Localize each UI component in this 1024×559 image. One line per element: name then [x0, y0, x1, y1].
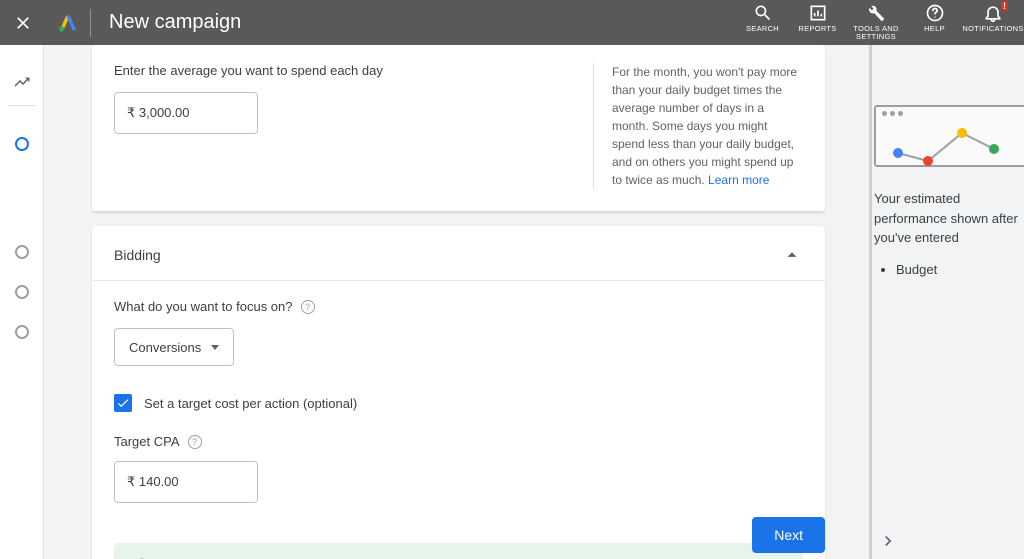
reports-menu[interactable]: REPORTS — [790, 0, 845, 33]
right-bullet-list: Budget — [874, 262, 1024, 277]
help-icon[interactable]: ? — [188, 435, 202, 449]
rail-divider — [8, 105, 36, 106]
wrench-icon — [866, 3, 886, 23]
budget-left: Enter the average you want to spend each… — [114, 63, 593, 189]
left-rail — [0, 45, 44, 559]
search-icon — [753, 3, 773, 23]
target-cpa-value: ₹ 140.00 — [127, 474, 179, 490]
notifications-label: NOTIFICATIONS — [962, 25, 1023, 33]
chevron-down-icon — [211, 345, 219, 350]
tools-menu[interactable]: TOOLS AND SETTINGS — [845, 0, 907, 42]
bidding-card: Bidding What do you want to focus on? ? … — [92, 226, 825, 559]
target-cpa-checkbox[interactable] — [114, 394, 132, 412]
check-icon — [116, 396, 130, 410]
focus-dropdown[interactable]: Conversions — [114, 328, 234, 366]
rail-step-3[interactable] — [15, 285, 29, 299]
checkbox-label: Set a target cost per action (optional) — [144, 396, 357, 411]
reports-icon — [808, 3, 828, 23]
bell-icon — [983, 3, 1003, 23]
content-column: Enter the average you want to spend each… — [44, 45, 863, 559]
budget-card: Enter the average you want to spend each… — [92, 45, 825, 212]
target-cpa-checkbox-row: Set a target cost per action (optional) — [114, 394, 803, 412]
focus-question: What do you want to focus on? ? — [114, 299, 803, 314]
target-cpa-label: Target CPA ? — [114, 434, 803, 449]
search-menu[interactable]: SEARCH — [735, 0, 790, 33]
notification-badge: ! — [1001, 1, 1008, 11]
close-icon — [13, 13, 33, 33]
rail-step-2[interactable] — [15, 245, 29, 259]
header-divider — [90, 9, 91, 37]
close-button[interactable] — [0, 0, 45, 45]
right-bullet: Budget — [896, 262, 1024, 277]
help-menu[interactable]: HELP — [907, 0, 962, 33]
page-title: New campaign — [109, 11, 241, 34]
reports-label: REPORTS — [798, 25, 836, 33]
help-label: HELP — [924, 25, 945, 33]
focus-question-text: What do you want to focus on? — [114, 299, 293, 314]
chart-preview — [874, 105, 1024, 167]
budget-tip: For the month, you won't pay more than y… — [593, 63, 803, 189]
header-left: New campaign — [0, 0, 241, 45]
next-button[interactable]: Next — [752, 517, 825, 553]
budget-input[interactable]: ₹ 3,000.00 — [114, 92, 258, 134]
rail-step-4[interactable] — [15, 325, 29, 339]
rail-step-1[interactable] — [15, 137, 29, 151]
target-cpa-label-text: Target CPA — [114, 434, 180, 449]
dropdown-value: Conversions — [129, 340, 201, 355]
collapse-icon[interactable] — [781, 244, 803, 266]
bidding-header: Bidding — [92, 226, 825, 280]
bidding-title: Bidding — [114, 247, 161, 263]
right-panel: Your estimated performance shown after y… — [869, 45, 1024, 559]
help-icon — [925, 3, 945, 23]
header-right: SEARCH REPORTS TOOLS AND SETTINGS HELP !… — [735, 0, 1024, 45]
tools-label: TOOLS AND SETTINGS — [853, 25, 899, 42]
app-header: New campaign SEARCH REPORTS TOOLS AND SE… — [0, 0, 1024, 45]
search-label: SEARCH — [746, 25, 779, 33]
budget-tip-text: For the month, you won't pay more than y… — [612, 65, 797, 187]
trend-icon[interactable] — [13, 73, 31, 91]
notifications-menu[interactable]: ! NOTIFICATIONS — [962, 0, 1024, 33]
bidding-body: What do you want to focus on? ? Conversi… — [92, 280, 825, 559]
strategy-banner: This campaign will use the Maximise conv… — [114, 543, 803, 559]
help-icon[interactable]: ? — [301, 300, 315, 314]
chart-svg — [876, 107, 1024, 169]
target-cpa-input[interactable]: ₹ 140.00 — [114, 461, 258, 503]
budget-label: Enter the average you want to spend each… — [114, 63, 593, 78]
right-text: Your estimated performance shown after y… — [874, 189, 1024, 248]
next-arrow-icon[interactable] — [878, 531, 898, 551]
google-ads-logo — [45, 0, 90, 45]
main-area: Enter the average you want to spend each… — [0, 45, 1024, 559]
learn-more-link[interactable]: Learn more — [708, 173, 769, 187]
budget-value: ₹ 3,000.00 — [127, 105, 190, 121]
